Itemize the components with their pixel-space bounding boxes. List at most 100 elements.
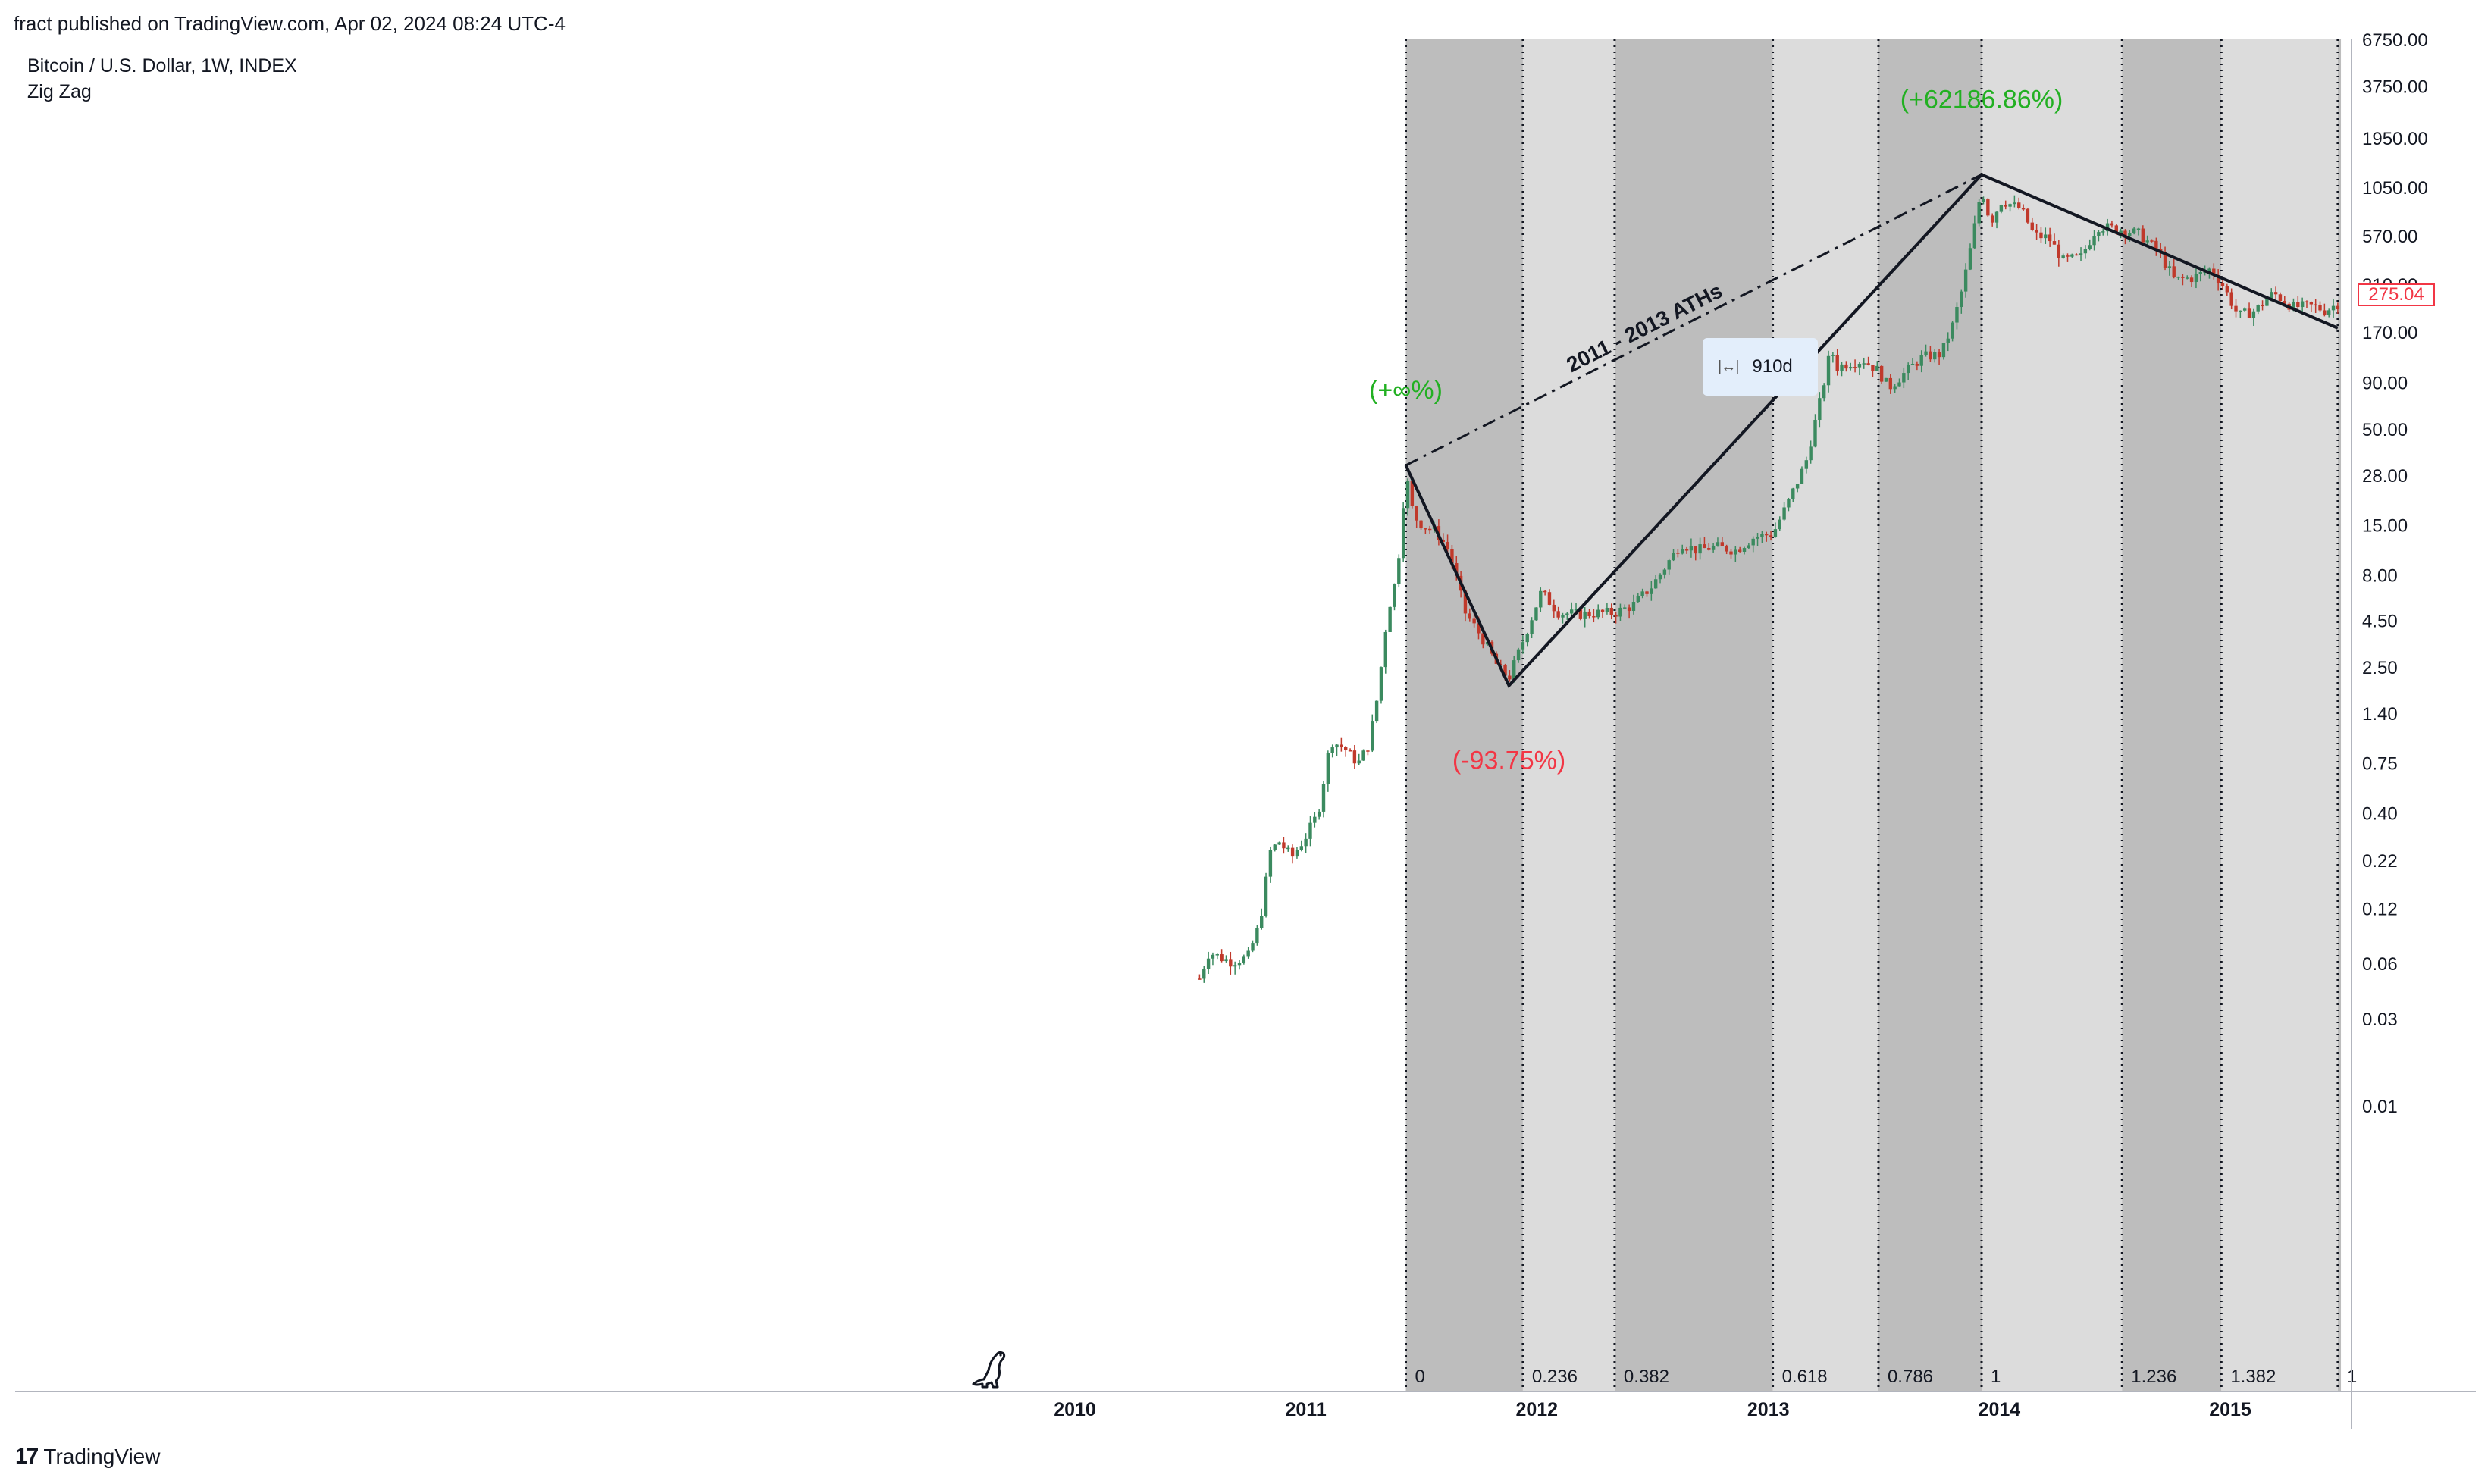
candle-body <box>2212 268 2216 275</box>
candle-body <box>1800 468 1804 484</box>
candle-body <box>1321 784 1326 812</box>
fib-level-label: 0 <box>1415 1367 1425 1387</box>
symbol-title[interactable]: Bitcoin / U.S. Dollar, 1W, INDEX <box>27 55 297 77</box>
candle-body <box>1215 954 1219 956</box>
candle-body <box>1871 365 1875 371</box>
candle-body <box>1902 373 1906 383</box>
candle-body <box>2017 202 2021 208</box>
candle-body <box>1503 665 1507 676</box>
candle-body <box>1543 590 1547 593</box>
fib-band <box>2122 39 2222 1392</box>
candle-body <box>1441 540 1445 543</box>
candle-body <box>1844 364 1848 369</box>
price-tick-label: 15.00 <box>2362 515 2408 536</box>
tradingview-logo-icon: 17 <box>15 1444 39 1469</box>
candle-body <box>1552 604 1556 612</box>
candle-body <box>2008 204 2012 207</box>
candle-body <box>1335 744 1339 748</box>
candle-body <box>1547 592 1552 605</box>
candle-body <box>2194 274 2198 283</box>
candle-body <box>1955 307 1959 323</box>
candle-body <box>1694 546 1697 554</box>
price-tick-label: 3750.00 <box>2362 77 2428 98</box>
candle-body <box>1229 959 1233 967</box>
date-range-icon: |↔| <box>1718 358 1739 375</box>
candle-body <box>1653 579 1658 589</box>
candle-body <box>2207 268 2211 272</box>
duration-tag[interactable]: |↔| 910d <box>1703 338 1818 396</box>
candle-body <box>1282 842 1286 849</box>
candle-body <box>1565 613 1569 615</box>
fib-band <box>1614 39 1773 1392</box>
candle-body <box>1587 611 1591 617</box>
candle-body <box>1295 850 1299 857</box>
candle-body <box>1636 596 1640 603</box>
candle-body <box>2074 254 2079 256</box>
price-tick-label: 0.40 <box>2362 803 2398 824</box>
candle-body <box>1711 545 1716 550</box>
candle-body <box>2088 245 2092 249</box>
candle-body <box>1299 846 1303 850</box>
candle-body <box>2278 294 2283 302</box>
candle-body <box>2292 302 2295 310</box>
fib-level-label: 0.236 <box>1532 1367 1578 1387</box>
candle-body <box>2239 310 2242 312</box>
candle-body <box>1698 544 1702 554</box>
candle-body <box>1255 928 1259 944</box>
candle-body <box>1960 291 1963 308</box>
candle-body <box>1530 620 1534 634</box>
candle-body <box>1268 850 1273 877</box>
candle-body <box>1508 675 1512 680</box>
tradingview-brand[interactable]: 17 TradingView <box>15 1444 160 1470</box>
candle-body <box>1481 633 1485 645</box>
candle-body <box>1999 205 2004 212</box>
candle-body <box>1884 377 1888 382</box>
candle-body <box>2154 240 2158 250</box>
candle-body <box>1224 959 1228 962</box>
candle-body <box>1317 811 1321 817</box>
candle-body <box>1388 606 1392 632</box>
candle-body <box>1211 954 1215 959</box>
candle-body <box>2044 234 2048 239</box>
candle-body <box>1623 607 1627 609</box>
chart-legend: Bitcoin / U.S. Dollar, 1W, INDEX Zig Zag <box>27 53 297 105</box>
candle-body <box>1614 614 1618 617</box>
indicator-title[interactable]: Zig Zag <box>27 81 92 102</box>
time-tick-label: 2011 <box>1286 1399 1327 1420</box>
candle-body <box>1915 364 1919 366</box>
candle-body <box>1765 534 1769 536</box>
candle-body <box>1326 753 1330 784</box>
candle-body <box>2167 266 2172 268</box>
candle-body <box>1220 954 1224 962</box>
candle-body <box>1875 365 1879 371</box>
candle-body <box>1689 546 1694 551</box>
candle-body <box>1286 847 1290 850</box>
candle-body <box>1760 534 1764 537</box>
candle-body <box>2270 292 2273 299</box>
candle-body <box>1972 223 1977 249</box>
candle-body <box>2323 310 2326 315</box>
brand-label: TradingView <box>43 1445 161 1468</box>
candle-body <box>1941 343 1946 358</box>
candle-body <box>1242 956 1246 963</box>
candle-body <box>1703 544 1706 548</box>
price-tick-label: 50.00 <box>2362 420 2408 440</box>
candle-body <box>2039 232 2043 239</box>
candle-body <box>2101 231 2105 233</box>
candle-body <box>2261 305 2264 307</box>
fib-band <box>1772 39 1878 1392</box>
candle-body <box>1831 355 1835 356</box>
candle-body <box>1737 549 1742 552</box>
candle-body <box>1681 549 1684 554</box>
candle-body <box>2083 249 2088 254</box>
ath-trend-line <box>1405 174 1982 467</box>
candle-body <box>1260 916 1264 928</box>
candle-body <box>1729 551 1733 555</box>
candle-body <box>1304 838 1308 847</box>
candle-body <box>1428 528 1432 531</box>
time-tick-label: 2010 <box>1054 1399 1096 1420</box>
candle-body <box>2013 202 2016 205</box>
candle-body <box>2110 223 2114 226</box>
